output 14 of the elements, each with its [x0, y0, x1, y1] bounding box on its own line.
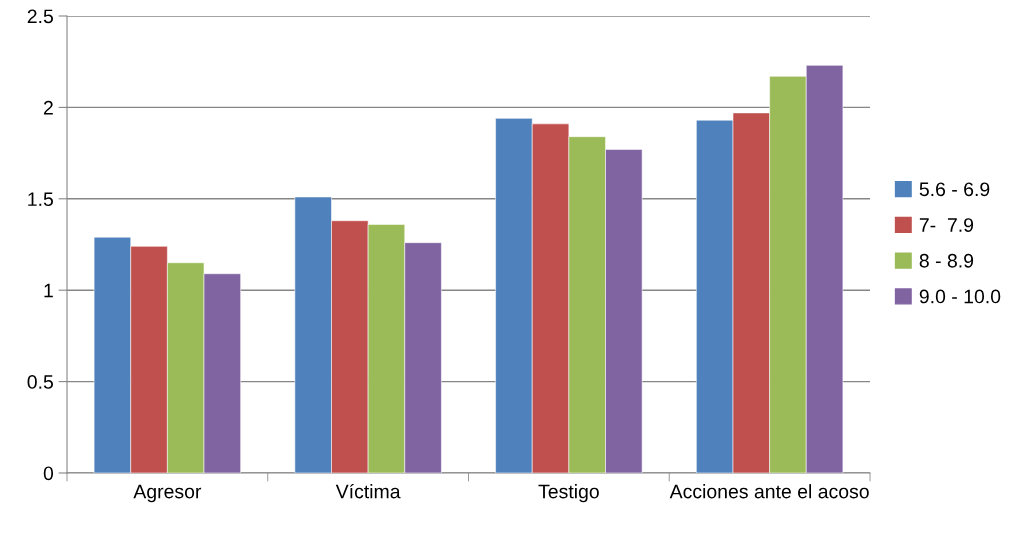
y-tick-label: 2.5	[27, 9, 53, 24]
y-tick-label: 0.5	[27, 375, 53, 389]
legend-label: 7- 7.9	[919, 218, 974, 232]
legend-label: 9.0 - 10.0	[919, 289, 1001, 304]
y-tick-label: 0	[43, 466, 54, 481]
x-tick-label: Acciones ante el acoso	[669, 484, 869, 499]
legend-label: 5.6 - 6.9	[919, 182, 990, 197]
x-tick-label: Testigo	[538, 484, 599, 503]
legend-label: 8 - 8.9	[919, 253, 974, 268]
x-tick-label: Agresor	[133, 484, 202, 503]
x-tick-label: Víctima	[335, 483, 401, 499]
y-tick-label: 2	[43, 100, 53, 115]
y-tick-label: 1	[44, 283, 53, 298]
y-tick-label: 1.5	[28, 192, 53, 207]
